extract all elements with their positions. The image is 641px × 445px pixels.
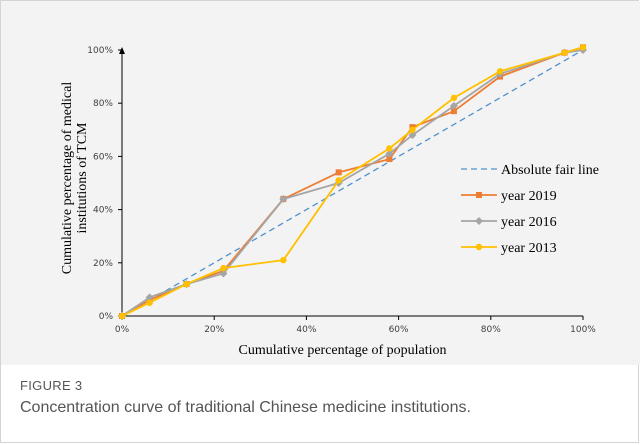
x-tick-label: 60% <box>389 325 409 335</box>
legend-label: Absolute fair line <box>501 163 599 178</box>
legend-item-year-2016: year 2016 <box>461 215 557 230</box>
legend-label: year 2013 <box>501 241 557 256</box>
legend-label: year 2019 <box>501 189 557 204</box>
marker-square <box>335 169 342 176</box>
y-tick-label: 40% <box>93 206 113 216</box>
figure-label: FIGURE 3 <box>20 378 83 393</box>
marker-square <box>386 156 393 163</box>
y-tick-label: 0% <box>99 312 114 322</box>
y-tick-label: 100% <box>87 46 113 56</box>
legend-item-absolute-fair-line: Absolute fair line <box>461 163 599 178</box>
marker-square <box>476 192 482 198</box>
marker-diamond <box>449 101 458 110</box>
marker-diamond <box>385 149 394 158</box>
x-tick-label: 20% <box>204 325 224 335</box>
marker-circle <box>561 49 568 56</box>
marker-diamond <box>279 194 288 203</box>
marker-circle <box>475 243 483 251</box>
legend-item-year-2019: year 2019 <box>461 189 557 204</box>
concentration-curve-chart: 0% 20% 40% 60% 80% 100% 0% 20% 40% 60% 80% 100% Abs… <box>60 44 599 358</box>
marker-circle <box>146 299 153 306</box>
y-axis-title-line: Cumulative percentage of medical <box>60 82 75 275</box>
marker-diamond <box>145 293 154 302</box>
series-year-2019 <box>119 44 586 319</box>
marker-diamond <box>475 217 483 225</box>
marker-circle <box>118 312 126 320</box>
marker-circle <box>579 44 587 51</box>
marker-diamond <box>408 131 417 140</box>
y-tick-label: 20% <box>93 259 113 269</box>
y-tick-label: 80% <box>93 99 113 109</box>
x-tick-label: 0% <box>115 325 130 335</box>
marker-diamond <box>219 269 228 278</box>
x-tick-label: 40% <box>296 325 316 335</box>
x-axis-title: Cumulative percentage of population <box>239 343 447 358</box>
series-line-absolute-fair-line <box>121 49 584 317</box>
marker-circle <box>183 280 190 288</box>
y-tick-label: 60% <box>93 152 113 162</box>
chart-panel: 0% 20% 40% 60% 80% 100% 0% 20% 40% 60% 80% 100% Abs… <box>1 1 640 365</box>
legend-label: year 2016 <box>501 215 557 230</box>
y-axis-title: Cumulative percentage of medicalinstitut… <box>60 82 90 275</box>
series-year-2016 <box>118 46 587 320</box>
marker-circle <box>409 126 416 133</box>
marker-circle <box>335 177 342 184</box>
marker-circle <box>386 145 393 152</box>
marker-circle <box>280 256 287 264</box>
x-tick-label: 100% <box>570 325 596 335</box>
marker-circle <box>450 94 458 102</box>
x-tick-label: 80% <box>481 325 501 335</box>
marker-circle <box>220 264 227 272</box>
series-absolute-fair-line <box>121 49 584 317</box>
figure-caption: Concentration curve of traditional Chine… <box>20 399 471 416</box>
series-line-year-2013 <box>121 46 584 317</box>
legend-item-year-2013: year 2013 <box>461 241 557 256</box>
marker-square <box>450 108 457 115</box>
series-year-2013 <box>118 44 587 320</box>
y-axis-title-line: institutions of TCM <box>75 122 90 234</box>
marker-circle <box>496 68 504 75</box>
